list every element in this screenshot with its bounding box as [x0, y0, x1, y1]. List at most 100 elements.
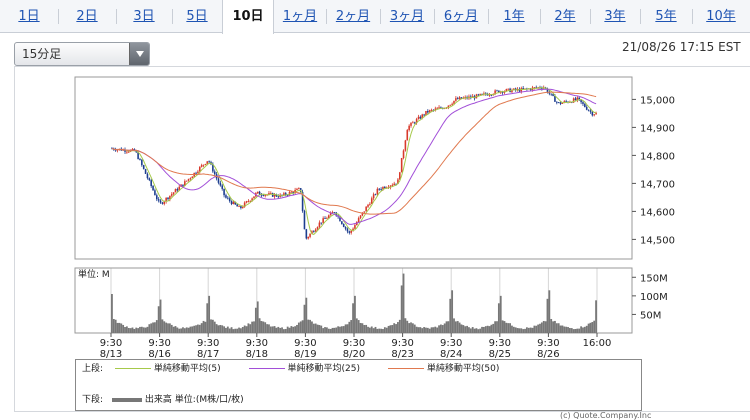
- volume-bar: [180, 328, 182, 333]
- tab-8[interactable]: 3ヶ月: [389, 9, 425, 24]
- volume-bar: [116, 322, 119, 333]
- tab-9[interactable]: 6ヶ月: [443, 9, 479, 24]
- candle-body: [124, 149, 126, 152]
- candle-body: [253, 196, 255, 199]
- volume-bar: [524, 328, 526, 333]
- volume-bar: [587, 323, 590, 333]
- volume-bar: [411, 323, 414, 333]
- candle-body: [331, 212, 334, 214]
- candle-body: [333, 212, 336, 214]
- candle-body: [421, 114, 424, 119]
- volume-bar: [542, 320, 545, 333]
- volume-bar: [316, 324, 319, 333]
- candle-body: [195, 172, 197, 174]
- volume-bar: [150, 323, 153, 333]
- candle-body: [197, 171, 199, 174]
- volume-bar: [200, 323, 203, 333]
- volume-bar: [496, 321, 498, 333]
- candle-body: [595, 112, 597, 115]
- tab-14[interactable]: 10年: [706, 9, 736, 24]
- time-tick-label: 9:30: [148, 338, 170, 349]
- volume-bar: [522, 329, 525, 333]
- tab-11[interactable]: 2年: [554, 9, 576, 24]
- volume-tick-label: 50M: [640, 310, 661, 321]
- tab-1[interactable]: 1日: [18, 9, 40, 24]
- volume-bar: [555, 323, 558, 333]
- date-tick-label: 8/25: [489, 349, 511, 360]
- volume-bar: [483, 326, 485, 333]
- volume-bar: [215, 324, 218, 333]
- legend-lower-row: 下段: 出来高 単位:(M株/口/枚): [82, 393, 244, 407]
- volume-bar: [481, 326, 483, 333]
- candle-body: [270, 193, 272, 194]
- tab-5[interactable]: 10日: [222, 0, 274, 34]
- tab-separator: [488, 9, 489, 24]
- price-axis: 15,000 14,900 14,800 14,700 14,600 14,500: [632, 95, 675, 246]
- volume-bar: [557, 323, 560, 333]
- time-tick-label: 9:30: [391, 338, 413, 349]
- time-tick-label: 9:30: [197, 338, 219, 349]
- volume-bar: [284, 328, 287, 333]
- candle-body: [449, 104, 452, 106]
- candle-body: [453, 100, 455, 104]
- candle-body: [174, 189, 177, 193]
- volume-bar: [563, 326, 566, 333]
- tab-12[interactable]: 3年: [604, 9, 626, 24]
- volume-bar: [514, 327, 517, 333]
- volume-bar: [129, 328, 132, 333]
- candle-body: [514, 88, 517, 91]
- tab-separator: [692, 9, 693, 24]
- volume-tick-label: 100M: [640, 292, 668, 303]
- volume-bar: [494, 321, 497, 333]
- volume-bar: [299, 321, 302, 333]
- tab-7[interactable]: 2ヶ月: [335, 9, 371, 24]
- volume-bar: [561, 325, 564, 333]
- chevron-down-icon[interactable]: [129, 43, 149, 65]
- candle-body: [348, 231, 351, 233]
- candle-body: [412, 122, 414, 124]
- candle-body: [318, 222, 321, 228]
- volume-bar: [554, 320, 556, 333]
- candle-body: [301, 191, 304, 211]
- volume-bar: [425, 327, 427, 333]
- volume-bar: [193, 325, 196, 333]
- candle-body: [159, 200, 162, 203]
- candle-body: [247, 201, 250, 202]
- candle-body: [554, 95, 556, 102]
- candle-body: [580, 99, 582, 103]
- candle-body: [176, 189, 179, 191]
- candle-body: [150, 180, 152, 187]
- volume-bar: [197, 324, 199, 333]
- ma5-line-swatch: [114, 368, 151, 369]
- tab-4[interactable]: 5日: [186, 9, 208, 24]
- volume-bar: [168, 323, 171, 333]
- volume-bar: [507, 323, 510, 333]
- volume-bar: [183, 328, 186, 333]
- volume-bar: [163, 321, 166, 333]
- volume-bar: [124, 327, 126, 333]
- tab-2[interactable]: 2日: [76, 9, 98, 24]
- volume-bar: [363, 325, 366, 333]
- tab-6[interactable]: 1ヶ月: [282, 9, 318, 24]
- candle-body: [572, 98, 575, 103]
- candle-body: [212, 164, 214, 172]
- volume-bar: [241, 326, 244, 333]
- volume-bar: [333, 327, 336, 333]
- volume-bar: [211, 319, 214, 333]
- date-tick-label: 8/24: [440, 349, 462, 360]
- candle-body: [191, 176, 194, 179]
- tab-10[interactable]: 1年: [503, 9, 525, 24]
- volume-bar: [223, 326, 225, 333]
- date-tick-label: 8/23: [391, 349, 413, 360]
- volume-bar: [456, 321, 459, 333]
- tab-3[interactable]: 3日: [133, 9, 155, 24]
- candle-body: [314, 229, 317, 232]
- candle-body: [376, 188, 379, 195]
- interval-select[interactable]: 15分足: [14, 42, 150, 66]
- tab-separator: [434, 9, 435, 24]
- tab-13[interactable]: 5年: [655, 9, 677, 24]
- candle-body: [341, 221, 343, 224]
- candle-body: [402, 150, 405, 158]
- volume-bar: [120, 323, 123, 333]
- candle-body: [219, 182, 222, 186]
